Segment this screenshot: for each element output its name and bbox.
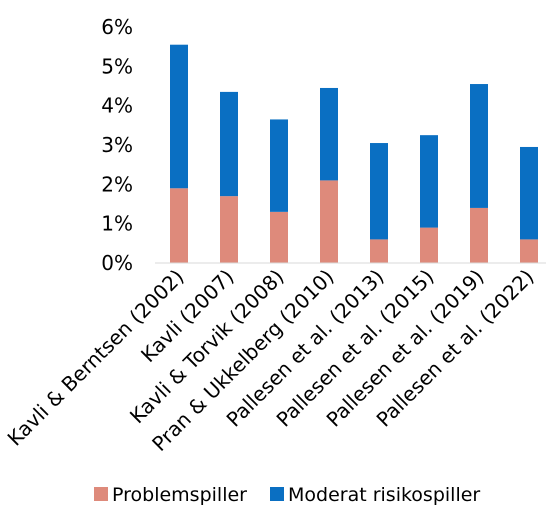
bar-segment-moderat-risikospiller	[170, 44, 188, 189]
legend: Problemspiller Moderat risikospiller	[94, 484, 480, 506]
bar-segment-problemspiller	[170, 188, 188, 263]
legend-label: Moderat risikospiller	[288, 484, 480, 506]
bar-segment-problemspiller	[270, 211, 288, 263]
bar-segment-moderat-risikospiller	[270, 119, 288, 212]
y-axis: 0% 1% 2% 3% 4% 5% 6%	[101, 15, 133, 275]
y-tick-label: 3%	[101, 133, 133, 157]
bar-segment-moderat-risikospiller	[420, 135, 438, 228]
bar-segment-problemspiller	[220, 196, 238, 263]
bar-segment-problemspiller	[320, 180, 338, 263]
y-tick-label: 1%	[101, 212, 133, 236]
y-tick-label: 2%	[101, 172, 133, 196]
bar-segment-moderat-risikospiller	[320, 87, 338, 181]
legend-swatch	[94, 487, 108, 501]
bar-segment-moderat-risikospiller	[220, 91, 238, 197]
bar-segment-moderat-risikospiller	[520, 146, 538, 240]
category-labels: Kavli & Berntsen (2002)Kavli (2007)Kavli…	[3, 265, 539, 456]
y-tick-label: 6%	[101, 15, 133, 39]
bar-segment-moderat-risikospiller	[470, 84, 488, 208]
bar-segment-problemspiller	[520, 239, 538, 263]
bar-segment-problemspiller	[470, 207, 488, 263]
bars	[170, 44, 538, 263]
bar-segment-moderat-risikospiller	[370, 143, 388, 240]
legend-swatch	[270, 487, 284, 501]
bar-segment-problemspiller	[420, 227, 438, 263]
y-tick-label: 0%	[101, 251, 133, 275]
y-tick-label: 4%	[101, 94, 133, 118]
y-tick-label: 5%	[101, 54, 133, 78]
legend-label: Problemspiller	[112, 484, 247, 506]
bar-segment-problemspiller	[370, 239, 388, 263]
